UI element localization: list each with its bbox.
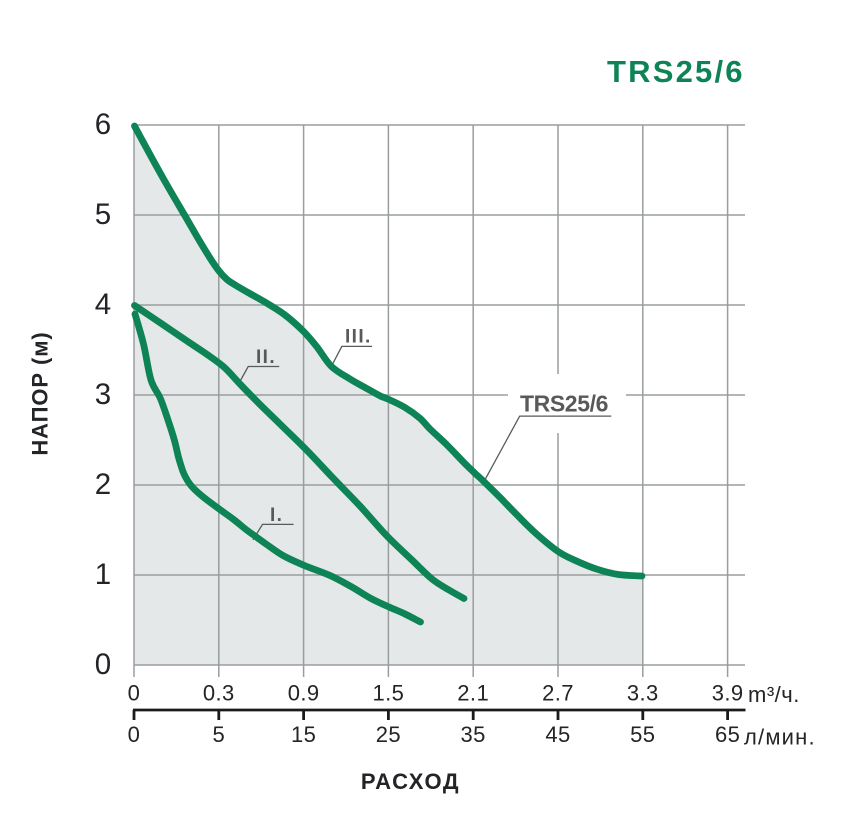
svg-text:TRS25/6: TRS25/6 xyxy=(607,54,745,89)
svg-text:0.9: 0.9 xyxy=(288,681,320,706)
svg-text:5: 5 xyxy=(212,722,225,747)
svg-text:55: 55 xyxy=(630,722,655,747)
svg-text:TRS25/6: TRS25/6 xyxy=(520,390,608,416)
svg-text:3: 3 xyxy=(95,378,111,411)
svg-text:III.: III. xyxy=(345,327,372,348)
svg-text:15: 15 xyxy=(291,722,316,747)
svg-text:0: 0 xyxy=(128,722,141,747)
svg-text:m³/ч.: m³/ч. xyxy=(748,682,800,707)
svg-text:4: 4 xyxy=(95,288,111,321)
svg-text:3.3: 3.3 xyxy=(627,681,659,706)
svg-text:1.5: 1.5 xyxy=(373,681,405,706)
svg-text:2.1: 2.1 xyxy=(457,681,489,706)
svg-text:25: 25 xyxy=(376,722,401,747)
svg-text:РАСХОД: РАСХОД xyxy=(361,769,460,794)
svg-text:II.: II. xyxy=(256,347,276,368)
svg-text:65: 65 xyxy=(715,722,740,747)
svg-text:45: 45 xyxy=(545,722,570,747)
svg-text:3.9: 3.9 xyxy=(712,681,744,706)
svg-text:5: 5 xyxy=(95,198,111,231)
svg-text:2: 2 xyxy=(95,468,111,501)
svg-text:л/мин.: л/мин. xyxy=(744,725,816,750)
svg-text:1: 1 xyxy=(95,558,111,591)
svg-text:0.3: 0.3 xyxy=(203,681,235,706)
svg-text:2.7: 2.7 xyxy=(542,681,574,706)
svg-text:I.: I. xyxy=(270,505,283,526)
svg-text:0: 0 xyxy=(128,681,141,706)
svg-text:6: 6 xyxy=(95,108,111,141)
svg-text:0: 0 xyxy=(95,648,111,681)
svg-text:35: 35 xyxy=(461,722,486,747)
svg-text:НАПОР (м): НАПОР (м) xyxy=(28,331,53,455)
